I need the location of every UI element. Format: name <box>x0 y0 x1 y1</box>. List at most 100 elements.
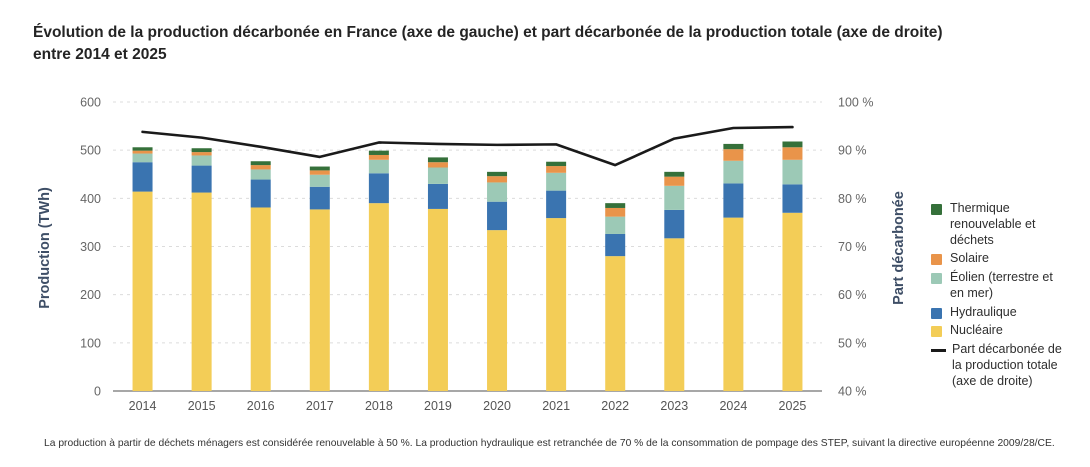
bar-segment-2023-thermique-renouvelable-et-d-chets <box>664 171 685 177</box>
bar-segment-2019-hydraulique <box>427 183 448 209</box>
bar-segment-2017-thermique-renouvelable-et-d-chets <box>309 166 330 171</box>
right-axis-tick-60: 60 % <box>838 288 867 302</box>
bar-segment-2022-solaire <box>605 207 626 217</box>
bar-segment-2024-thermique-renouvelable-et-d-chets <box>723 143 744 150</box>
bar-segment-2023-nucl-aire <box>664 238 685 391</box>
bar-segment-2025-thermique-renouvelable-et-d-chets <box>782 141 803 148</box>
bar-segment-2022-hydraulique <box>605 233 626 257</box>
bar-segment-2022-nucl-aire <box>605 256 626 391</box>
x-axis-label-2014: 2014 <box>129 399 157 413</box>
bar-segment-2019-nucl-aire <box>427 208 448 391</box>
legend-label: Solaire <box>950 251 989 266</box>
bar-segment-2019-solaire <box>427 162 448 168</box>
bar-segment-2017-hydraulique <box>309 186 330 210</box>
bar-segment-2020-hydraulique <box>487 201 508 231</box>
right-axis-tick-100: 100 % <box>838 96 873 110</box>
bar-segment-2020-nucl-aire <box>487 230 508 391</box>
bar-segment-2017-solaire <box>309 170 330 175</box>
chart-title: Évolution de la production décarbonée en… <box>33 22 1043 67</box>
bar-segment-2017--olien-terrestre-et-en-mer- <box>309 174 330 187</box>
x-axis-label-2020: 2020 <box>483 399 511 413</box>
x-axis-label-2023: 2023 <box>660 399 688 413</box>
bar-segment-2023--olien-terrestre-et-en-mer- <box>664 185 685 210</box>
bar-segment-2014-nucl-aire <box>132 191 153 391</box>
x-axis-label-2017: 2017 <box>306 399 334 413</box>
legend-color-swatch-icon <box>931 204 942 215</box>
bar-segment-2014-hydraulique <box>132 162 153 192</box>
bar-segment-2018-solaire <box>368 154 389 160</box>
right-axis-title: Part décarbonée <box>891 191 907 305</box>
legend-item--olien-terrestre-et-en-mer-: Éolien (terrestre et en mer) <box>931 270 1071 302</box>
legend-item-part-d-carbon-e-de-la-producti: Part décarbonée de la production totale … <box>931 342 1071 389</box>
legend-label: Thermique renouvelable et déchets <box>950 201 1036 247</box>
legend-item-nucl-aire: Nucléaire <box>931 323 1071 339</box>
x-axis-label-2015: 2015 <box>188 399 216 413</box>
legend-color-swatch-icon <box>931 254 942 266</box>
x-axis-label-2024: 2024 <box>719 399 747 413</box>
right-axis-tick-50: 50 % <box>838 336 867 350</box>
bar-segment-2023-solaire <box>664 176 685 186</box>
legend-label: Nucléaire <box>950 323 1003 338</box>
bar-segment-2014-thermique-renouvelable-et-d-chets <box>132 147 153 151</box>
legend-item-hydraulique: Hydraulique <box>931 305 1071 321</box>
bar-segment-2015-nucl-aire <box>191 192 212 391</box>
bar-segment-2022--olien-terrestre-et-en-mer- <box>605 216 626 234</box>
bar-segment-2021-solaire <box>546 166 567 173</box>
bar-segment-2018-hydraulique <box>368 173 389 204</box>
legend-item-thermique-renouvelable-et-d-ch: Thermique renouvelable et déchets <box>931 201 1071 248</box>
left-axis-tick-500: 500 <box>80 144 101 158</box>
legend-line-marker-icon <box>931 349 946 352</box>
legend-item-solaire: Solaire <box>931 251 1071 267</box>
bar-segment-2023-hydraulique <box>664 209 685 239</box>
x-axis-label-2021: 2021 <box>542 399 570 413</box>
right-axis-tick-80: 80 % <box>838 192 867 206</box>
chart-footnote: La production à partir de déchets ménage… <box>44 438 1055 449</box>
bar-segment-2024-hydraulique <box>723 183 744 218</box>
chart-title-line1: Évolution de la production décarbonée en… <box>33 24 943 41</box>
bar-segment-2016-thermique-renouvelable-et-d-chets <box>250 161 271 166</box>
legend-label: Éolien (terrestre et en mer) <box>950 270 1053 300</box>
bar-segment-2020-thermique-renouvelable-et-d-chets <box>487 171 508 177</box>
chart-title-line2: entre 2014 et 2025 <box>33 46 167 64</box>
bar-segment-2021--olien-terrestre-et-en-mer- <box>546 172 567 191</box>
bar-segment-2016-nucl-aire <box>250 207 271 391</box>
left-axis-tick-200: 200 <box>80 288 101 302</box>
bar-segment-2025-nucl-aire <box>782 212 803 391</box>
legend-color-swatch-icon <box>931 326 942 338</box>
bar-segment-2016-solaire <box>250 165 271 170</box>
left-axis-tick-300: 300 <box>80 240 101 254</box>
x-axis-label-2018: 2018 <box>365 399 393 413</box>
bar-segment-2018-thermique-renouvelable-et-d-chets <box>368 150 389 155</box>
right-axis-tick-70: 70 % <box>838 240 867 254</box>
bar-segment-2014--olien-terrestre-et-en-mer- <box>132 153 153 163</box>
bar-segment-2024-nucl-aire <box>723 217 744 391</box>
bar-segment-2025--olien-terrestre-et-en-mer- <box>782 159 803 185</box>
bar-segment-2020--olien-terrestre-et-en-mer- <box>487 182 508 202</box>
bar-segment-2025-hydraulique <box>782 184 803 213</box>
legend-color-swatch-icon <box>931 307 942 319</box>
left-axis-tick-600: 600 <box>80 96 101 110</box>
left-axis-tick-400: 400 <box>80 192 101 206</box>
x-axis-label-2019: 2019 <box>424 399 452 413</box>
bar-segment-2017-nucl-aire <box>309 209 330 391</box>
right-axis-tick-90: 90 % <box>838 144 867 158</box>
bar-segment-2024-solaire <box>723 149 744 161</box>
bar-segment-2015--olien-terrestre-et-en-mer- <box>191 155 212 166</box>
chart-legend: Thermique renouvelable et déchets Solaire… <box>931 201 1071 389</box>
bar-segment-2019-thermique-renouvelable-et-d-chets <box>427 157 448 163</box>
bar-segment-2016-hydraulique <box>250 179 271 208</box>
right-axis-tick-40: 40 % <box>838 385 867 399</box>
bar-segment-2016--olien-terrestre-et-en-mer- <box>250 169 271 180</box>
legend-color-swatch-icon <box>931 273 942 284</box>
bar-segment-2015-hydraulique <box>191 165 212 193</box>
bar-segment-2018-nucl-aire <box>368 203 389 391</box>
left-axis-title: Production (TWh) <box>37 187 53 309</box>
bar-segment-2014-solaire <box>132 150 153 154</box>
bar-segment-2022-thermique-renouvelable-et-d-chets <box>605 203 626 208</box>
bar-segment-2015-solaire <box>191 152 212 156</box>
left-axis-tick-0: 0 <box>94 385 101 399</box>
x-axis-label-2025: 2025 <box>779 399 807 413</box>
bar-segment-2019--olien-terrestre-et-en-mer- <box>427 167 448 184</box>
